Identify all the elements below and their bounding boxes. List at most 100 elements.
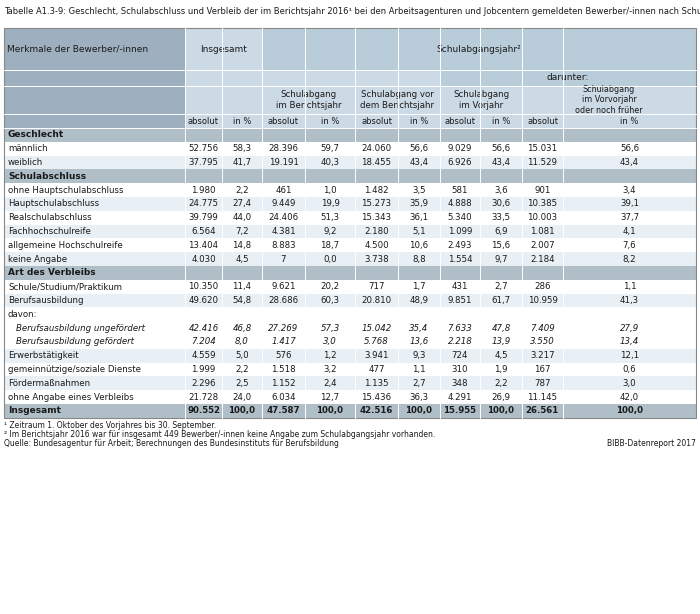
Bar	[185, 86, 262, 114]
Text: 5.340: 5.340	[448, 213, 472, 222]
Text: BIBB-Datenreport 2017: BIBB-Datenreport 2017	[607, 439, 696, 448]
Text: 3,0: 3,0	[323, 338, 337, 346]
Bar	[398, 114, 440, 128]
Text: 15.273: 15.273	[361, 200, 391, 208]
Text: 24.775: 24.775	[188, 200, 218, 208]
Text: 15.436: 15.436	[361, 392, 391, 402]
Text: 27,9: 27,9	[620, 324, 639, 333]
Text: 431: 431	[452, 282, 468, 291]
Text: 3,5: 3,5	[412, 185, 426, 195]
Text: 13,4: 13,4	[620, 338, 639, 346]
Bar	[4, 70, 185, 86]
Text: 7,2: 7,2	[235, 227, 248, 236]
Text: 4.030: 4.030	[191, 255, 216, 263]
Text: 4.381: 4.381	[271, 227, 296, 236]
Text: 4,5: 4,5	[494, 351, 508, 360]
Bar	[4, 404, 696, 418]
Text: 1.980: 1.980	[191, 185, 216, 195]
Text: Merkmale der Bewerber/-innen: Merkmale der Bewerber/-innen	[7, 44, 148, 53]
Text: 15.031: 15.031	[527, 144, 558, 154]
Text: Hauptschulabschluss: Hauptschulabschluss	[8, 200, 99, 208]
Text: 11,4: 11,4	[232, 282, 251, 291]
Text: 1.554: 1.554	[448, 255, 472, 263]
Text: 1,7: 1,7	[412, 282, 426, 291]
Bar	[262, 86, 355, 114]
Text: 6,9: 6,9	[494, 227, 508, 236]
Text: 46,8: 46,8	[232, 324, 251, 333]
Text: 4.888: 4.888	[448, 200, 472, 208]
Text: 13,9: 13,9	[491, 338, 510, 346]
Text: 10.003: 10.003	[527, 213, 558, 222]
Bar	[563, 114, 696, 128]
Text: 286: 286	[534, 282, 551, 291]
Text: 1,1: 1,1	[623, 282, 636, 291]
Text: 2,2: 2,2	[494, 379, 508, 388]
Bar	[4, 169, 696, 183]
Bar	[305, 114, 355, 128]
Text: in %: in %	[492, 117, 510, 125]
Text: absolut: absolut	[188, 117, 219, 125]
Text: 47.587: 47.587	[267, 406, 300, 416]
Bar	[4, 28, 185, 70]
Bar	[355, 114, 398, 128]
Bar	[355, 86, 440, 114]
Text: absolut: absolut	[527, 117, 558, 125]
Text: 581: 581	[452, 185, 468, 195]
Text: 14,8: 14,8	[232, 241, 251, 250]
Text: 5,0: 5,0	[235, 351, 248, 360]
Text: 3.550: 3.550	[530, 338, 555, 346]
Bar	[4, 197, 696, 211]
Text: 1.518: 1.518	[271, 365, 296, 374]
Text: 2.296: 2.296	[191, 379, 216, 388]
Text: 1.999: 1.999	[191, 365, 216, 374]
Text: absolut: absolut	[444, 117, 475, 125]
Bar	[4, 155, 696, 169]
Bar	[4, 363, 696, 376]
Text: 10.385: 10.385	[527, 200, 558, 208]
Text: 56,6: 56,6	[620, 144, 639, 154]
Text: 2,2: 2,2	[235, 185, 248, 195]
Text: 15.042: 15.042	[361, 324, 391, 333]
Text: Realschulabschluss: Realschulabschluss	[8, 213, 92, 222]
Text: Insgesamt: Insgesamt	[200, 44, 247, 53]
Text: in %: in %	[620, 117, 638, 125]
Bar	[4, 238, 696, 252]
Text: Berufsausbildung gefördert: Berufsausbildung gefördert	[16, 338, 134, 346]
Text: 6.034: 6.034	[271, 392, 296, 402]
Text: 13,6: 13,6	[410, 338, 428, 346]
Text: 6.564: 6.564	[191, 227, 216, 236]
Text: 57,3: 57,3	[321, 324, 340, 333]
Text: 717: 717	[368, 282, 385, 291]
Text: 56,6: 56,6	[410, 144, 428, 154]
Text: 1,0: 1,0	[323, 185, 337, 195]
Text: 12,1: 12,1	[620, 351, 639, 360]
Text: 7.409: 7.409	[530, 324, 555, 333]
Text: 7.633: 7.633	[447, 324, 473, 333]
Text: 43,4: 43,4	[410, 158, 428, 167]
Text: 26,9: 26,9	[491, 392, 510, 402]
Bar	[185, 28, 262, 70]
Bar	[4, 335, 696, 349]
Text: Berufsausbildung: Berufsausbildung	[8, 296, 83, 305]
Bar	[4, 142, 696, 155]
Text: 7,6: 7,6	[623, 241, 636, 250]
Text: 2.007: 2.007	[530, 241, 555, 250]
Text: 2.180: 2.180	[364, 227, 388, 236]
Text: 9,3: 9,3	[412, 351, 426, 360]
Bar	[4, 114, 185, 128]
Text: 90.552: 90.552	[187, 406, 220, 416]
Text: 54,8: 54,8	[232, 296, 251, 305]
Text: Schulabgang
im Vorvorjahr
oder noch früher: Schulabgang im Vorvorjahr oder noch früh…	[575, 85, 643, 115]
Bar	[262, 28, 696, 70]
Text: 7.204: 7.204	[191, 338, 216, 346]
Bar	[4, 86, 185, 114]
Text: 58,3: 58,3	[232, 144, 251, 154]
Text: ¹ Zeitraum 1. Oktober des Vorjahres bis 30. September.: ¹ Zeitraum 1. Oktober des Vorjahres bis …	[4, 421, 216, 430]
Bar	[185, 70, 262, 86]
Text: 11.529: 11.529	[528, 158, 557, 167]
Text: Geschlecht: Geschlecht	[8, 130, 64, 139]
Text: in %: in %	[233, 117, 251, 125]
Text: Schulabgang
im Berichtsjahr: Schulabgang im Berichtsjahr	[276, 90, 342, 110]
Text: 8,8: 8,8	[412, 255, 426, 263]
Text: 2,7: 2,7	[412, 379, 426, 388]
